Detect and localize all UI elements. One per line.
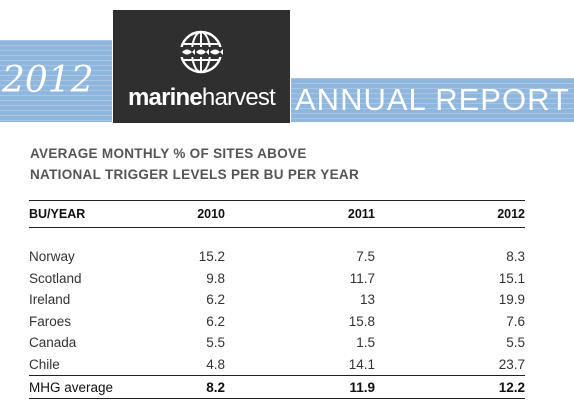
header-row: BU/YEAR 2010 2011 2012 (29, 200, 525, 228)
brand-name: marineharvest (113, 84, 290, 112)
table-row: Chile 4.8 14.1 23.7 (29, 354, 525, 376)
brand-thin: harvest (201, 84, 276, 111)
report-band (291, 78, 574, 122)
value-2012: 19.9 (498, 292, 525, 308)
logo: marineharvest (113, 10, 290, 123)
bu-name: Faroes (29, 313, 72, 329)
value-2011: 7.5 (356, 249, 375, 265)
value-2012: 5.5 (506, 335, 525, 351)
table-title-line2: NATIONAL TRIGGER LEVELS PER BU PER YEAR (30, 167, 359, 182)
report-year: 2012 (2, 60, 94, 101)
annual-report-title: ANNUAL REPORT (295, 82, 570, 117)
value-2012: 15.1 (498, 270, 525, 286)
value-2012: 23.7 (498, 356, 525, 372)
bu-name: Chile (29, 356, 60, 372)
header-2011: 2011 (225, 200, 375, 228)
brand-bold: marine (127, 84, 203, 111)
value-2010: 5.5 (206, 335, 225, 351)
value-2011: 15.8 (348, 313, 375, 329)
value-2012: 7.6 (506, 313, 525, 329)
globe-fish-icon (179, 30, 223, 74)
bu-name: Norway (29, 249, 75, 265)
bu-name: Ireland (29, 292, 71, 308)
year-band (0, 40, 112, 122)
header-2010: 2010 (139, 200, 225, 228)
value-2010: 6.2 (206, 292, 225, 308)
value-2010: 6.2 (206, 313, 225, 329)
header-bu-year: BU/YEAR (29, 200, 139, 228)
value-2011: 14.1 (348, 356, 375, 372)
value-2011: 11.7 (349, 270, 375, 286)
value-2011: 1.5 (356, 335, 375, 351)
trigger-levels-table: BU/YEAR 2010 2011 2012 Norway 15.2 7.5 8… (29, 200, 525, 399)
value-2011: 13 (359, 292, 375, 308)
value-2010: 4.8 (206, 356, 225, 372)
header-2012: 2012 (375, 200, 525, 228)
value-2012: 8.3 (506, 249, 525, 265)
table-row: Canada 5.5 1.5 5.5 (29, 332, 525, 354)
value-2010: 9.8 (206, 270, 225, 286)
average-2010: 8.2 (139, 375, 225, 399)
average-label: MHG average (29, 375, 139, 399)
table-row: Faroes 6.2 15.8 7.6 (29, 311, 525, 333)
table-row: Norway 15.2 7.5 8.3 (29, 246, 525, 268)
bu-name: Canada (29, 335, 77, 351)
table-row: Scotland 9.8 11.7 15.1 (29, 268, 525, 290)
value-2010: 15.2 (198, 249, 225, 265)
average-2012: 12.2 (375, 375, 525, 399)
table-title: AVERAGE MONTHLY % OF SITES ABOVE NATIONA… (30, 143, 430, 185)
table-title-line1: AVERAGE MONTHLY % OF SITES ABOVE (30, 146, 307, 161)
average-2011: 11.9 (225, 375, 375, 399)
average-row: MHG average 8.2 11.9 12.2 (29, 375, 525, 399)
bu-name: Scotland (29, 270, 82, 286)
table-row: Ireland 6.2 13 19.9 (29, 289, 525, 311)
spacer-row (29, 228, 525, 247)
